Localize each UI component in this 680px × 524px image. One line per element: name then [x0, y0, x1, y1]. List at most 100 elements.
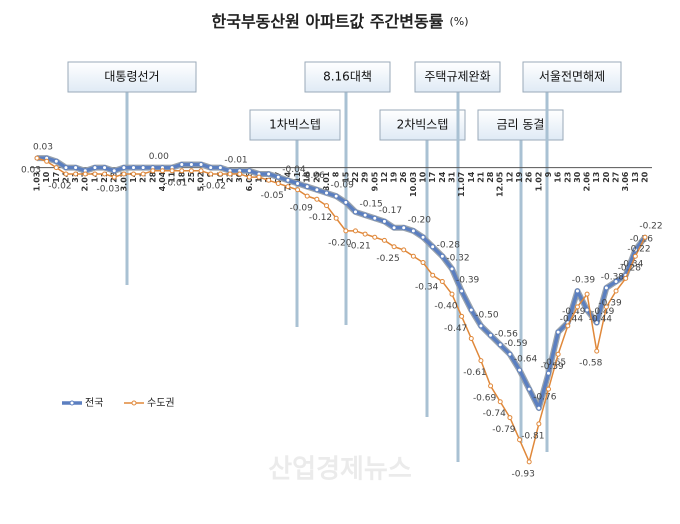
- value-label: -0.22: [639, 222, 662, 232]
- point: [536, 421, 542, 427]
- point: [314, 196, 320, 202]
- x-tick-label: 20: [602, 171, 611, 183]
- x-tick-label: 11: [293, 171, 302, 183]
- x-tick-label: 18: [177, 171, 186, 183]
- value-label: -0.47: [444, 324, 467, 334]
- point: [246, 168, 252, 174]
- point: [314, 187, 320, 193]
- x-tick-label: 10: [42, 171, 51, 183]
- value-label: -0.01: [164, 178, 187, 188]
- point: [275, 180, 281, 186]
- point: [266, 177, 272, 183]
- point: [584, 307, 590, 313]
- point: [642, 234, 648, 240]
- point: [632, 247, 638, 253]
- point: [478, 358, 484, 364]
- value-label: -0.38: [601, 272, 625, 282]
- point: [507, 415, 513, 421]
- value-label: -0.39: [598, 299, 622, 309]
- point: [603, 285, 609, 291]
- value-label: -0.04: [282, 165, 306, 175]
- point: [237, 171, 243, 177]
- point: [285, 184, 291, 190]
- event-box: [477, 109, 564, 141]
- event-box: [414, 61, 501, 93]
- x-tick-label: 12: [505, 172, 514, 183]
- x-tick-label: 28: [486, 171, 495, 183]
- x-tick-label: 24: [61, 171, 70, 183]
- legend-marker: [131, 400, 137, 406]
- x-tick-label: 14: [129, 171, 138, 183]
- value-label: -0.39: [456, 276, 480, 286]
- x-tick-label: 25: [312, 171, 321, 183]
- value-label: 0.03: [21, 166, 41, 176]
- point: [391, 244, 397, 250]
- point: [333, 193, 339, 199]
- watermark: 산업경제뉴스: [268, 455, 412, 485]
- point: [304, 184, 310, 190]
- point: [73, 171, 79, 177]
- x-tick-label: 16: [216, 171, 225, 183]
- value-label: -0.21: [347, 242, 370, 252]
- point: [131, 165, 137, 171]
- point: [555, 329, 561, 335]
- point: [478, 323, 484, 329]
- value-label: -0.15: [359, 200, 382, 210]
- legend-marker: [69, 400, 75, 406]
- value-label: -0.09: [290, 204, 314, 214]
- value-label: -0.81: [521, 431, 544, 441]
- point: [53, 165, 59, 171]
- point: [555, 351, 561, 357]
- x-tick-label: 23: [563, 172, 572, 183]
- value-label: -0.74: [483, 409, 507, 419]
- x-tick-label: 3.06: [621, 171, 630, 191]
- point: [159, 168, 165, 174]
- point: [343, 199, 349, 205]
- event-label: 8.16대책: [323, 69, 372, 84]
- point: [111, 174, 117, 180]
- value-label: -0.02: [48, 181, 71, 191]
- point: [92, 171, 98, 177]
- point: [526, 386, 532, 392]
- unit: (%): [449, 15, 468, 28]
- point: [565, 323, 571, 329]
- point: [594, 348, 600, 354]
- point: [517, 367, 523, 373]
- event-box: [67, 61, 197, 93]
- point: [188, 168, 194, 174]
- point: [420, 234, 426, 240]
- x-tick-label: 13: [592, 172, 601, 183]
- point: [362, 212, 368, 218]
- value-label: 0.03: [33, 143, 53, 153]
- value-label: -0.26: [630, 234, 654, 244]
- value-label: 0.00: [149, 152, 169, 162]
- point: [333, 215, 339, 221]
- point: [381, 237, 387, 243]
- title-text: 한국부동산원 아파트값 주간변동률: [212, 12, 444, 31]
- point: [63, 171, 69, 177]
- point: [285, 177, 291, 183]
- point: [304, 193, 310, 199]
- point: [246, 174, 252, 180]
- point: [468, 335, 474, 341]
- x-tick-label: 1.03: [33, 172, 42, 192]
- value-label: -0.58: [579, 359, 603, 369]
- legend-label: 전국: [85, 397, 103, 409]
- x-tick-label: 9: [544, 171, 553, 177]
- point: [603, 304, 609, 310]
- point: [121, 171, 127, 177]
- point: [92, 165, 98, 171]
- x-tick-label: 12: [380, 172, 389, 183]
- value-label: -0.02: [203, 181, 226, 191]
- x-tick-label: 6.06: [245, 171, 254, 191]
- value-label: -0.12: [309, 213, 332, 223]
- point: [410, 253, 416, 259]
- point: [111, 168, 117, 174]
- x-tick-label: 14: [467, 171, 476, 183]
- point: [594, 320, 600, 326]
- point: [73, 165, 79, 171]
- point: [401, 247, 407, 253]
- point: [526, 459, 532, 465]
- point: [488, 383, 494, 389]
- point: [188, 161, 194, 167]
